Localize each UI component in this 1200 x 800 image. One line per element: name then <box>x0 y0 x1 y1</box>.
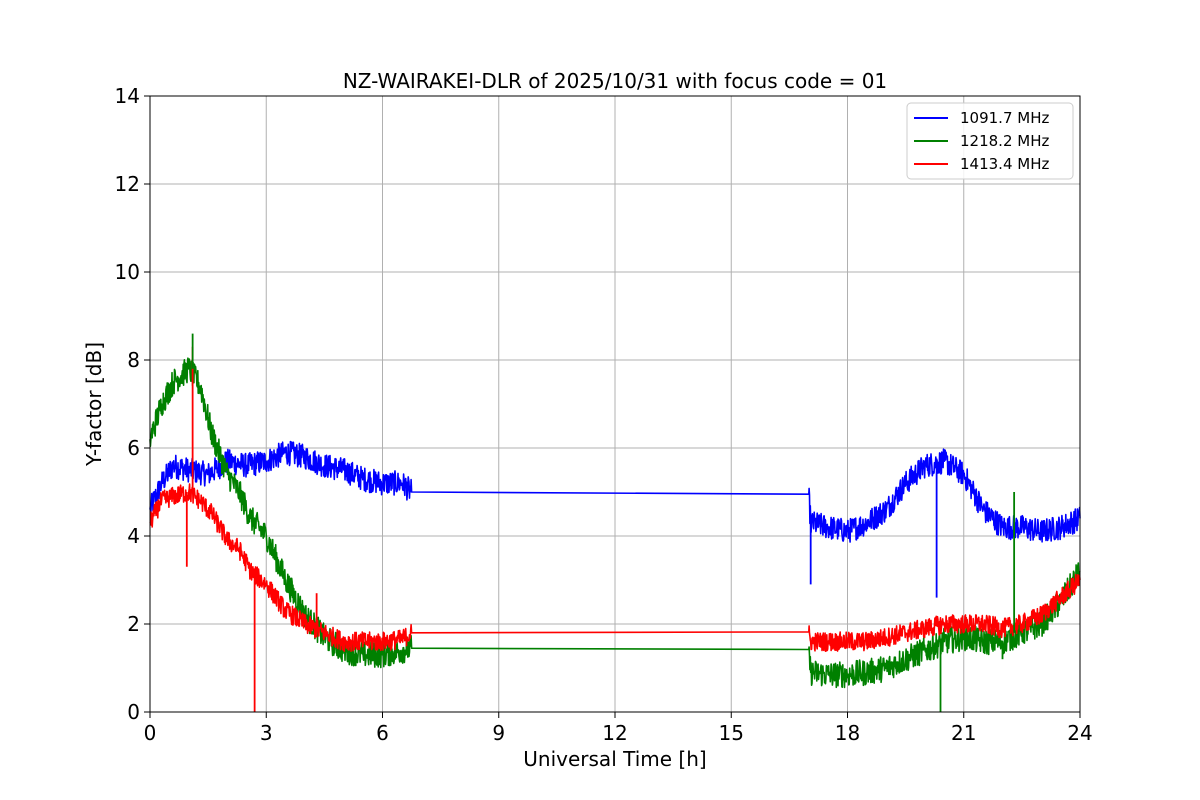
y-axis-label: Y-factor [dB] <box>82 342 106 467</box>
y-tick-label: 10 <box>115 260 140 284</box>
series-line <box>149 483 1081 652</box>
legend-label: 1091.7 MHz <box>960 109 1049 127</box>
legend: 1091.7 MHz 1218.2 MHz 1413.4 MHz <box>906 102 1074 180</box>
x-axis-label: Universal Time [h] <box>523 747 706 771</box>
legend-box <box>906 102 1074 180</box>
legend-label: 1218.2 MHz <box>960 132 1049 150</box>
y-tick-label: 6 <box>127 436 140 460</box>
x-tick-label: 18 <box>835 721 860 745</box>
y-tick-label: 2 <box>127 612 140 636</box>
x-tick-label: 24 <box>1067 721 1092 745</box>
chart-title: NZ-WAIRAKEI-DLR of 2025/10/31 with focus… <box>343 69 887 93</box>
y-tick-label: 8 <box>127 348 140 372</box>
x-tick-label: 0 <box>144 721 157 745</box>
y-tick-label: 14 <box>115 84 140 108</box>
series-line <box>149 440 1081 543</box>
y-tick-label: 12 <box>115 172 140 196</box>
x-tick-label: 12 <box>602 721 627 745</box>
legend-label: 1413.4 MHz <box>960 155 1049 173</box>
x-tick-label: 6 <box>376 721 389 745</box>
x-tick-label: 3 <box>260 721 273 745</box>
x-tick-label: 9 <box>492 721 505 745</box>
y-tick-label: 0 <box>127 700 140 724</box>
series-layer <box>149 333 1081 712</box>
x-tick-label: 21 <box>951 721 976 745</box>
y-tick-label: 4 <box>127 524 140 548</box>
series-line <box>149 357 1081 689</box>
x-tick-label: 15 <box>719 721 744 745</box>
